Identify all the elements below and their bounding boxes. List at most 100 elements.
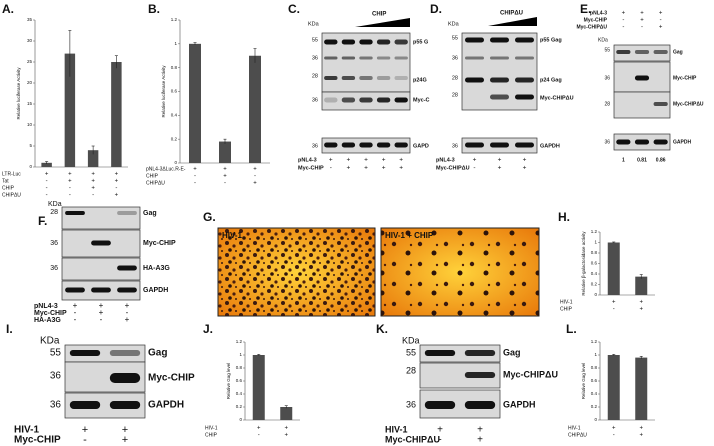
blot-band	[515, 94, 534, 100]
blot-band	[359, 76, 373, 80]
marker-label: 28	[312, 73, 318, 79]
blot-band	[69, 401, 101, 409]
marker-label: 36	[50, 265, 58, 272]
condition-sign: +	[253, 181, 257, 187]
y-tick-label: 1.2	[236, 339, 243, 344]
condition-sign: -	[46, 193, 48, 199]
condition-name: HIV-1	[205, 425, 218, 431]
condition-name: Myc-CHIPΔU	[576, 24, 607, 30]
y-axis-label: Relative β-galactosidase activity	[581, 231, 586, 296]
condition-sign: +	[329, 157, 333, 164]
condition-sign: +	[253, 167, 257, 173]
condition-sign: -	[254, 174, 256, 180]
condition-sign: +	[68, 172, 72, 178]
blot-band	[359, 97, 373, 103]
condition-sign: -	[69, 186, 71, 192]
condition-sign: +	[639, 300, 643, 306]
y-tick-label: 0.8	[171, 65, 178, 70]
condition-sign: -	[74, 308, 77, 317]
marker-label: 28	[50, 209, 58, 216]
blot-band	[376, 76, 391, 80]
blot-band	[341, 142, 356, 148]
condition-sign: +	[125, 301, 130, 310]
y-axis-label: Relative Gag level	[226, 363, 231, 400]
blot-box	[419, 344, 501, 363]
bar	[635, 276, 648, 295]
y-tick-label: 0.8	[591, 365, 598, 370]
condition-sign: +	[477, 435, 483, 446]
blot-band	[464, 372, 496, 378]
panel-label: C.	[288, 2, 300, 16]
panel-label: I.	[6, 322, 13, 336]
blot-band	[394, 56, 408, 60]
protein-label: Myc-CHIPΔU	[503, 369, 558, 379]
protein-label: p55 G	[413, 39, 428, 45]
condition-sign: +	[45, 172, 49, 178]
condition-sign: +	[399, 157, 403, 164]
blot-band	[376, 97, 391, 103]
y-tick-label: 0	[594, 292, 597, 297]
condition-sign: +	[364, 157, 368, 164]
blot-band	[424, 401, 456, 409]
marker-label: 55	[452, 35, 458, 41]
y-tick-label: 0.2	[236, 404, 243, 409]
y-tick-label: 0.6	[591, 378, 598, 383]
protein-label: p55 Gag	[540, 37, 562, 43]
marker-label: 28	[604, 101, 610, 107]
blot-band	[616, 139, 631, 145]
blot-band	[376, 39, 391, 45]
panel-label: F.	[38, 214, 47, 228]
y-axis-label: Relative luciferase Activity	[16, 67, 21, 120]
condition-sign: +	[382, 157, 386, 164]
condition-sign: -	[92, 193, 94, 199]
blot-band	[424, 350, 456, 356]
bar	[219, 141, 231, 163]
marker-label: 36	[452, 55, 458, 61]
condition-sign: +	[612, 300, 616, 306]
bar	[111, 62, 122, 167]
blot-band	[91, 287, 111, 293]
y-tick-label: 1	[594, 240, 597, 245]
bar	[189, 43, 201, 164]
y-tick-label: 1	[594, 352, 597, 357]
y-tick-label: 5	[29, 143, 32, 148]
condition-sign: +	[122, 434, 128, 446]
y-tick-label: 30	[27, 38, 33, 43]
blot-band	[341, 76, 356, 80]
blot-band	[465, 56, 484, 60]
y-tick-label: 0.4	[591, 391, 598, 396]
y-tick-label: 35	[27, 17, 33, 22]
bar	[252, 355, 265, 420]
blot-band	[490, 56, 509, 60]
blot-band	[634, 50, 650, 54]
condition-name: CHIP	[205, 432, 218, 438]
condition-sign: +	[115, 193, 119, 199]
condition-name: CHIPΔU	[146, 180, 165, 186]
blot-band	[109, 401, 141, 409]
panel-label: J.	[203, 322, 213, 336]
protein-label: Myc-C	[413, 97, 430, 103]
bar	[41, 162, 52, 167]
y-tick-label: 0.2	[591, 404, 598, 409]
panel-label: E.	[580, 2, 591, 16]
blot-band	[465, 77, 484, 83]
blot-box	[61, 206, 141, 230]
y-tick-label: 0	[29, 164, 32, 169]
blot-band	[109, 350, 141, 356]
blot-band	[515, 142, 534, 148]
panel-label: D.	[430, 2, 442, 16]
protein-label: GAPDH	[673, 139, 691, 145]
kda-label: KDa	[448, 21, 460, 27]
marker-label: 55	[604, 47, 610, 53]
protein-label: GAPDH	[148, 400, 184, 411]
bar	[280, 407, 293, 420]
protein-label: Gag	[148, 348, 167, 359]
y-tick-label: 0.8	[236, 365, 243, 370]
condition-sign: -	[46, 179, 48, 185]
bar	[635, 357, 648, 420]
condition-sign: +	[125, 315, 130, 324]
condition-sign: +	[639, 433, 643, 439]
blot-band	[341, 56, 356, 60]
bar	[607, 355, 620, 420]
y-tick-label: 10	[27, 122, 33, 127]
